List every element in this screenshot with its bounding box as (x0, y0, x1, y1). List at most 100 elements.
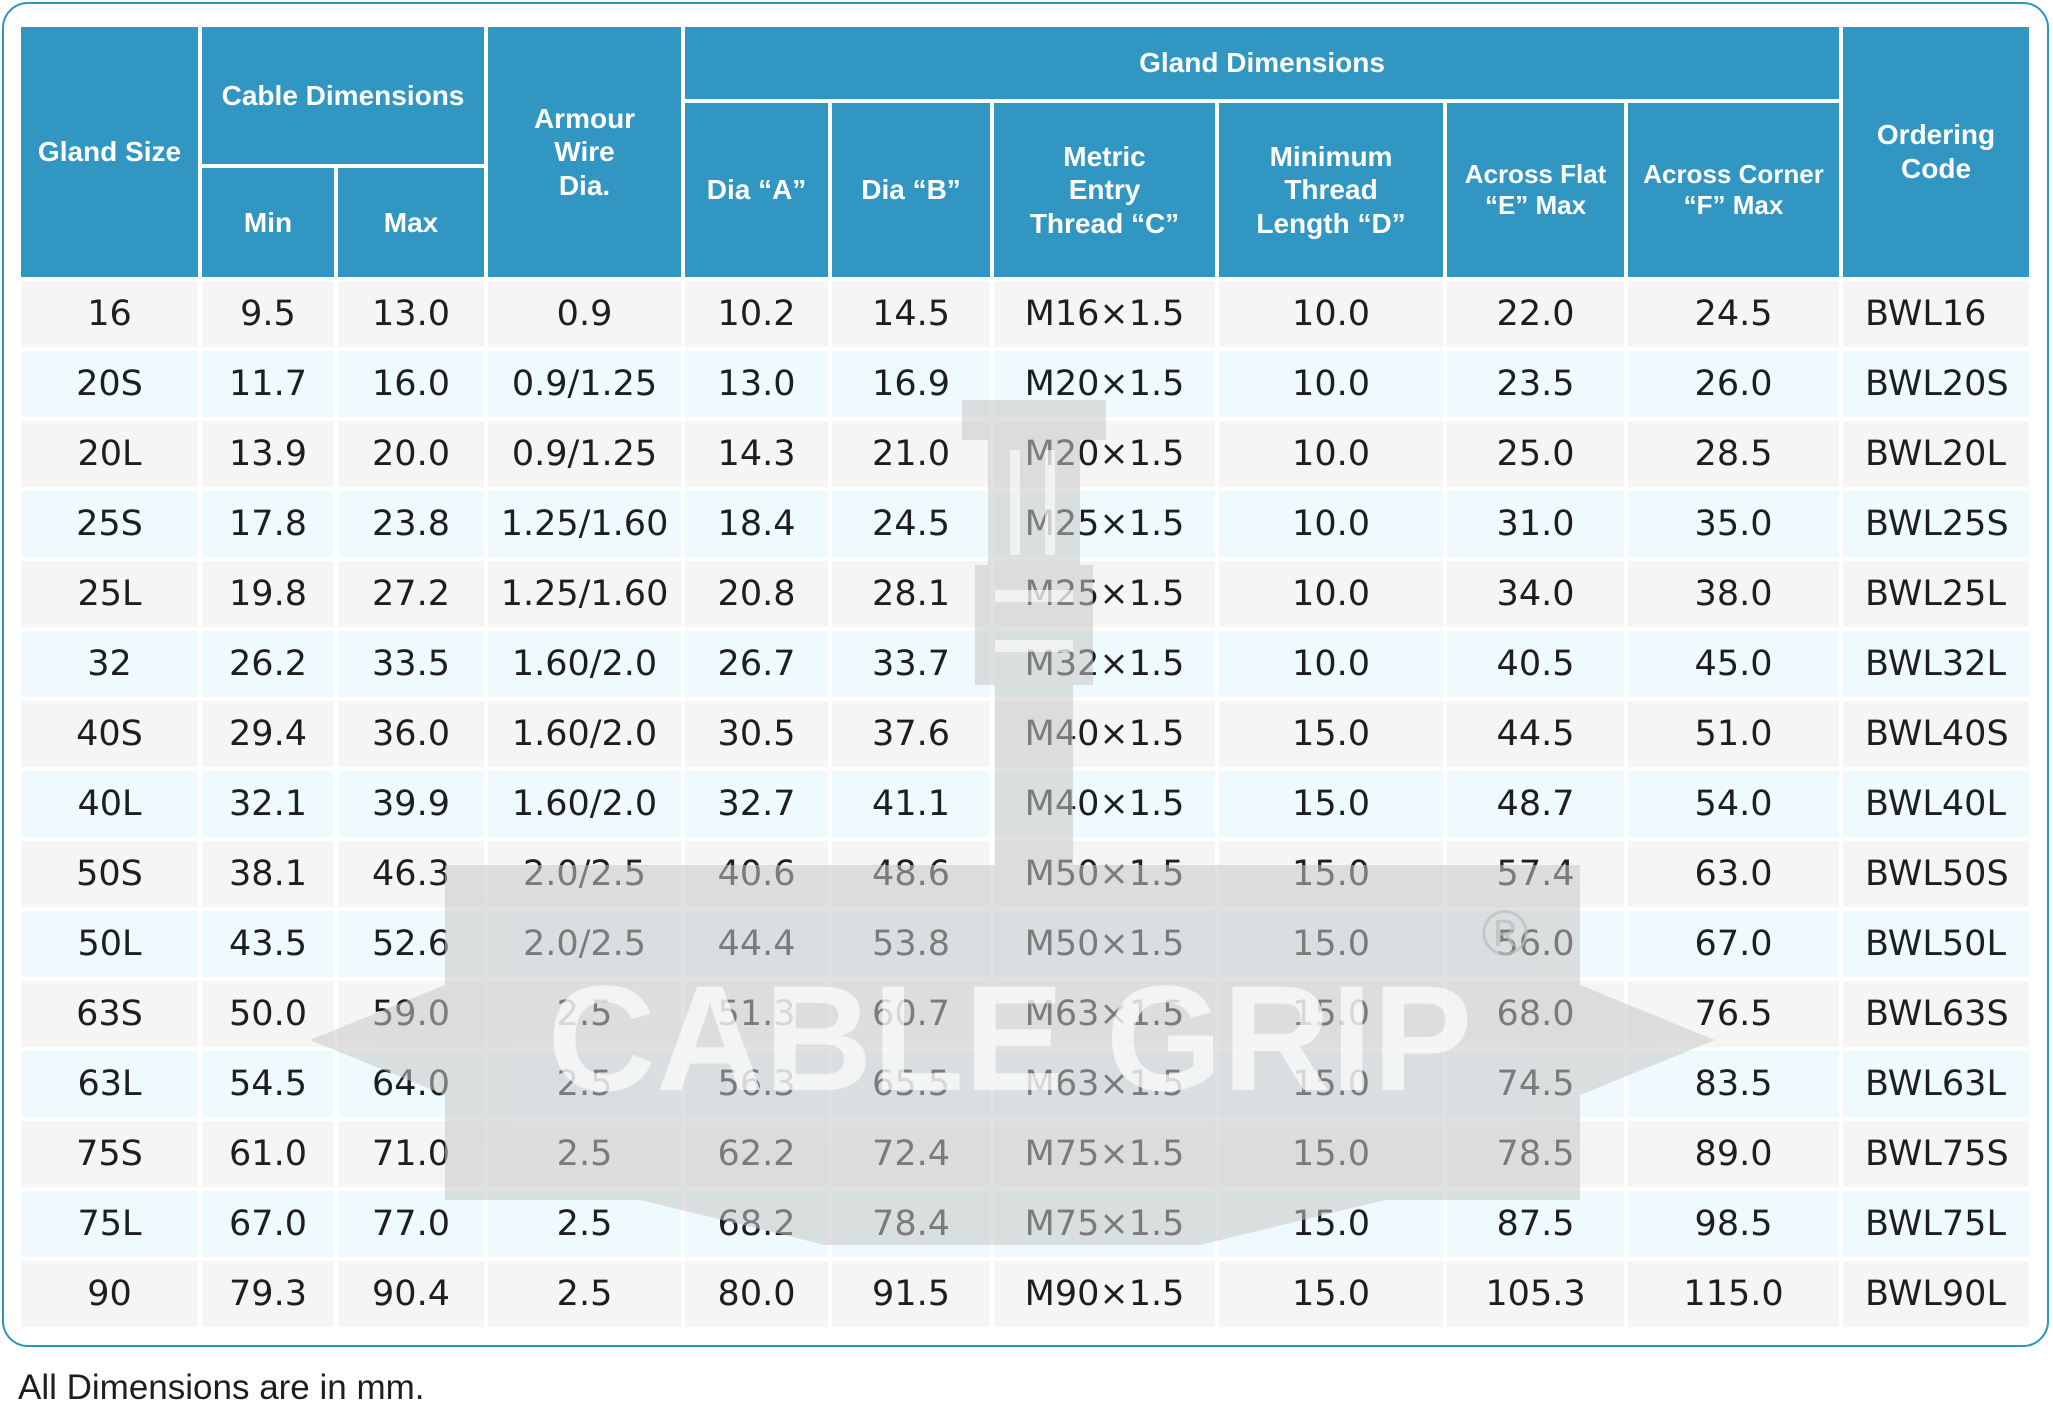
dia-a-cell: 13.0 (685, 351, 829, 417)
dia-b-cell: 21.0 (832, 421, 991, 487)
thread-length-cell: 10.0 (1219, 421, 1444, 487)
ordering-code-cell: BWL20L (1843, 421, 2030, 487)
dia-b-cell: 33.7 (832, 631, 991, 697)
header-metric-entry-thread: Metric Entry Thread “C” (994, 103, 1216, 277)
across-corner-cell: 89.0 (1628, 1121, 1840, 1187)
dia-a-cell: 40.6 (685, 841, 829, 907)
armour-wire-cell: 2.5 (488, 1121, 682, 1187)
table-row: 90 79.3 90.4 2.5 80.0 91.5 M90×1.5 15.0 105.3 115… (21, 1261, 2030, 1327)
armour-wire-cell: 1.60/2.0 (488, 701, 682, 767)
metric-thread-cell: M75×1.5 (994, 1191, 1216, 1257)
cable-min-cell: 13.9 (202, 421, 334, 487)
dia-a-cell: 68.2 (685, 1191, 829, 1257)
ordering-code-cell: BWL90L (1843, 1261, 2030, 1327)
armour-wire-cell: 2.5 (488, 1191, 682, 1257)
metric-thread-cell: M20×1.5 (994, 421, 1216, 487)
gland-size-cell: 25S (21, 491, 198, 557)
gland-size-cell: 90 (21, 1261, 198, 1327)
dia-b-cell: 53.8 (832, 911, 991, 977)
armour-wire-cell: 1.60/2.0 (488, 771, 682, 837)
dia-a-cell: 80.0 (685, 1261, 829, 1327)
across-corner-cell: 35.0 (1628, 491, 1840, 557)
gland-size-cell: 16 (21, 281, 198, 347)
header-cable-dimensions: Cable Dimensions (202, 27, 485, 164)
cable-max-cell: 23.8 (338, 491, 485, 557)
table-row: 16 9.5 13.0 0.9 10.2 14.5 M16×1.5 10.0 22.0 24.5 B… (21, 281, 2030, 347)
cable-max-cell: 16.0 (338, 351, 485, 417)
dia-b-cell: 37.6 (832, 701, 991, 767)
header-gland-size: Gland Size (21, 27, 198, 277)
cable-max-cell: 52.6 (338, 911, 485, 977)
metric-thread-cell: M50×1.5 (994, 841, 1216, 907)
header-dia-a: Dia “A” (685, 103, 829, 277)
dia-b-cell: 72.4 (832, 1121, 991, 1187)
dia-a-cell: 32.7 (685, 771, 829, 837)
ordering-code-cell: BWL63L (1843, 1051, 2030, 1117)
across-corner-cell: 24.5 (1628, 281, 1840, 347)
gland-size-cell: 75S (21, 1121, 198, 1187)
cable-min-cell: 9.5 (202, 281, 334, 347)
dia-b-cell: 60.7 (832, 981, 991, 1047)
cable-max-cell: 64.0 (338, 1051, 485, 1117)
across-flat-cell: 44.5 (1447, 701, 1625, 767)
ordering-code-cell: BWL75L (1843, 1191, 2030, 1257)
dia-a-cell: 56.3 (685, 1051, 829, 1117)
armour-wire-cell: 1.60/2.0 (488, 631, 682, 697)
across-flat-cell: 68.0 (1447, 981, 1625, 1047)
table-body: 16 9.5 13.0 0.9 10.2 14.5 M16×1.5 10.0 22.0 24.5 B… (21, 281, 2030, 1327)
across-flat-cell: 78.5 (1447, 1121, 1625, 1187)
across-flat-cell: 57.4 (1447, 841, 1625, 907)
table-row: 63L 54.5 64.0 2.5 56.3 65.5 M63×1.5 15.0 74.5 83.… (21, 1051, 2030, 1117)
header-minimum-thread-length: Minimum Thread Length “D” (1219, 103, 1444, 277)
cable-min-cell: 61.0 (202, 1121, 334, 1187)
cable-max-cell: 33.5 (338, 631, 485, 697)
metric-thread-cell: M90×1.5 (994, 1261, 1216, 1327)
across-corner-cell: 45.0 (1628, 631, 1840, 697)
ordering-code-cell: BWL20S (1843, 351, 2030, 417)
dia-b-cell: 48.6 (832, 841, 991, 907)
cable-min-cell: 50.0 (202, 981, 334, 1047)
dia-a-cell: 18.4 (685, 491, 829, 557)
metric-thread-cell: M50×1.5 (994, 911, 1216, 977)
ordering-code-cell: BWL25L (1843, 561, 2030, 627)
thread-length-cell: 15.0 (1219, 771, 1444, 837)
ordering-code-cell: BWL40S (1843, 701, 2030, 767)
thread-length-cell: 10.0 (1219, 491, 1444, 557)
gland-size-cell: 50S (21, 841, 198, 907)
across-flat-cell: 22.0 (1447, 281, 1625, 347)
armour-wire-cell: 2.0/2.5 (488, 841, 682, 907)
header-across-corner: Across Corner “F” Max (1628, 103, 1840, 277)
ordering-code-cell: BWL25S (1843, 491, 2030, 557)
cable-min-cell: 29.4 (202, 701, 334, 767)
table-row: 32 26.2 33.5 1.60/2.0 26.7 33.7 M32×1.5 10.0 40.… (21, 631, 2030, 697)
metric-thread-cell: M75×1.5 (994, 1121, 1216, 1187)
cable-min-cell: 17.8 (202, 491, 334, 557)
header-min: Min (202, 168, 334, 277)
dia-b-cell: 65.5 (832, 1051, 991, 1117)
gland-size-cell: 50L (21, 911, 198, 977)
dia-b-cell: 78.4 (832, 1191, 991, 1257)
across-corner-cell: 38.0 (1628, 561, 1840, 627)
thread-length-cell: 15.0 (1219, 701, 1444, 767)
armour-wire-cell: 2.5 (488, 1261, 682, 1327)
dia-a-cell: 62.2 (685, 1121, 829, 1187)
across-flat-cell: 74.5 (1447, 1051, 1625, 1117)
dia-b-cell: 24.5 (832, 491, 991, 557)
thread-length-cell: 15.0 (1219, 1191, 1444, 1257)
cable-max-cell: 46.3 (338, 841, 485, 907)
armour-wire-cell: 2.0/2.5 (488, 911, 682, 977)
across-corner-cell: 26.0 (1628, 351, 1840, 417)
gland-size-cell: 63S (21, 981, 198, 1047)
gland-dimensions-table: Gland Size Cable Dimensions Armour Wire … (17, 23, 2033, 1331)
cable-max-cell: 77.0 (338, 1191, 485, 1257)
thread-length-cell: 15.0 (1219, 981, 1444, 1047)
cable-max-cell: 20.0 (338, 421, 485, 487)
across-corner-cell: 54.0 (1628, 771, 1840, 837)
across-corner-cell: 63.0 (1628, 841, 1840, 907)
ordering-code-cell: BWL16 (1843, 281, 2030, 347)
dia-b-cell: 14.5 (832, 281, 991, 347)
thread-length-cell: 15.0 (1219, 1051, 1444, 1117)
across-corner-cell: 76.5 (1628, 981, 1840, 1047)
cable-max-cell: 13.0 (338, 281, 485, 347)
thread-length-cell: 10.0 (1219, 281, 1444, 347)
